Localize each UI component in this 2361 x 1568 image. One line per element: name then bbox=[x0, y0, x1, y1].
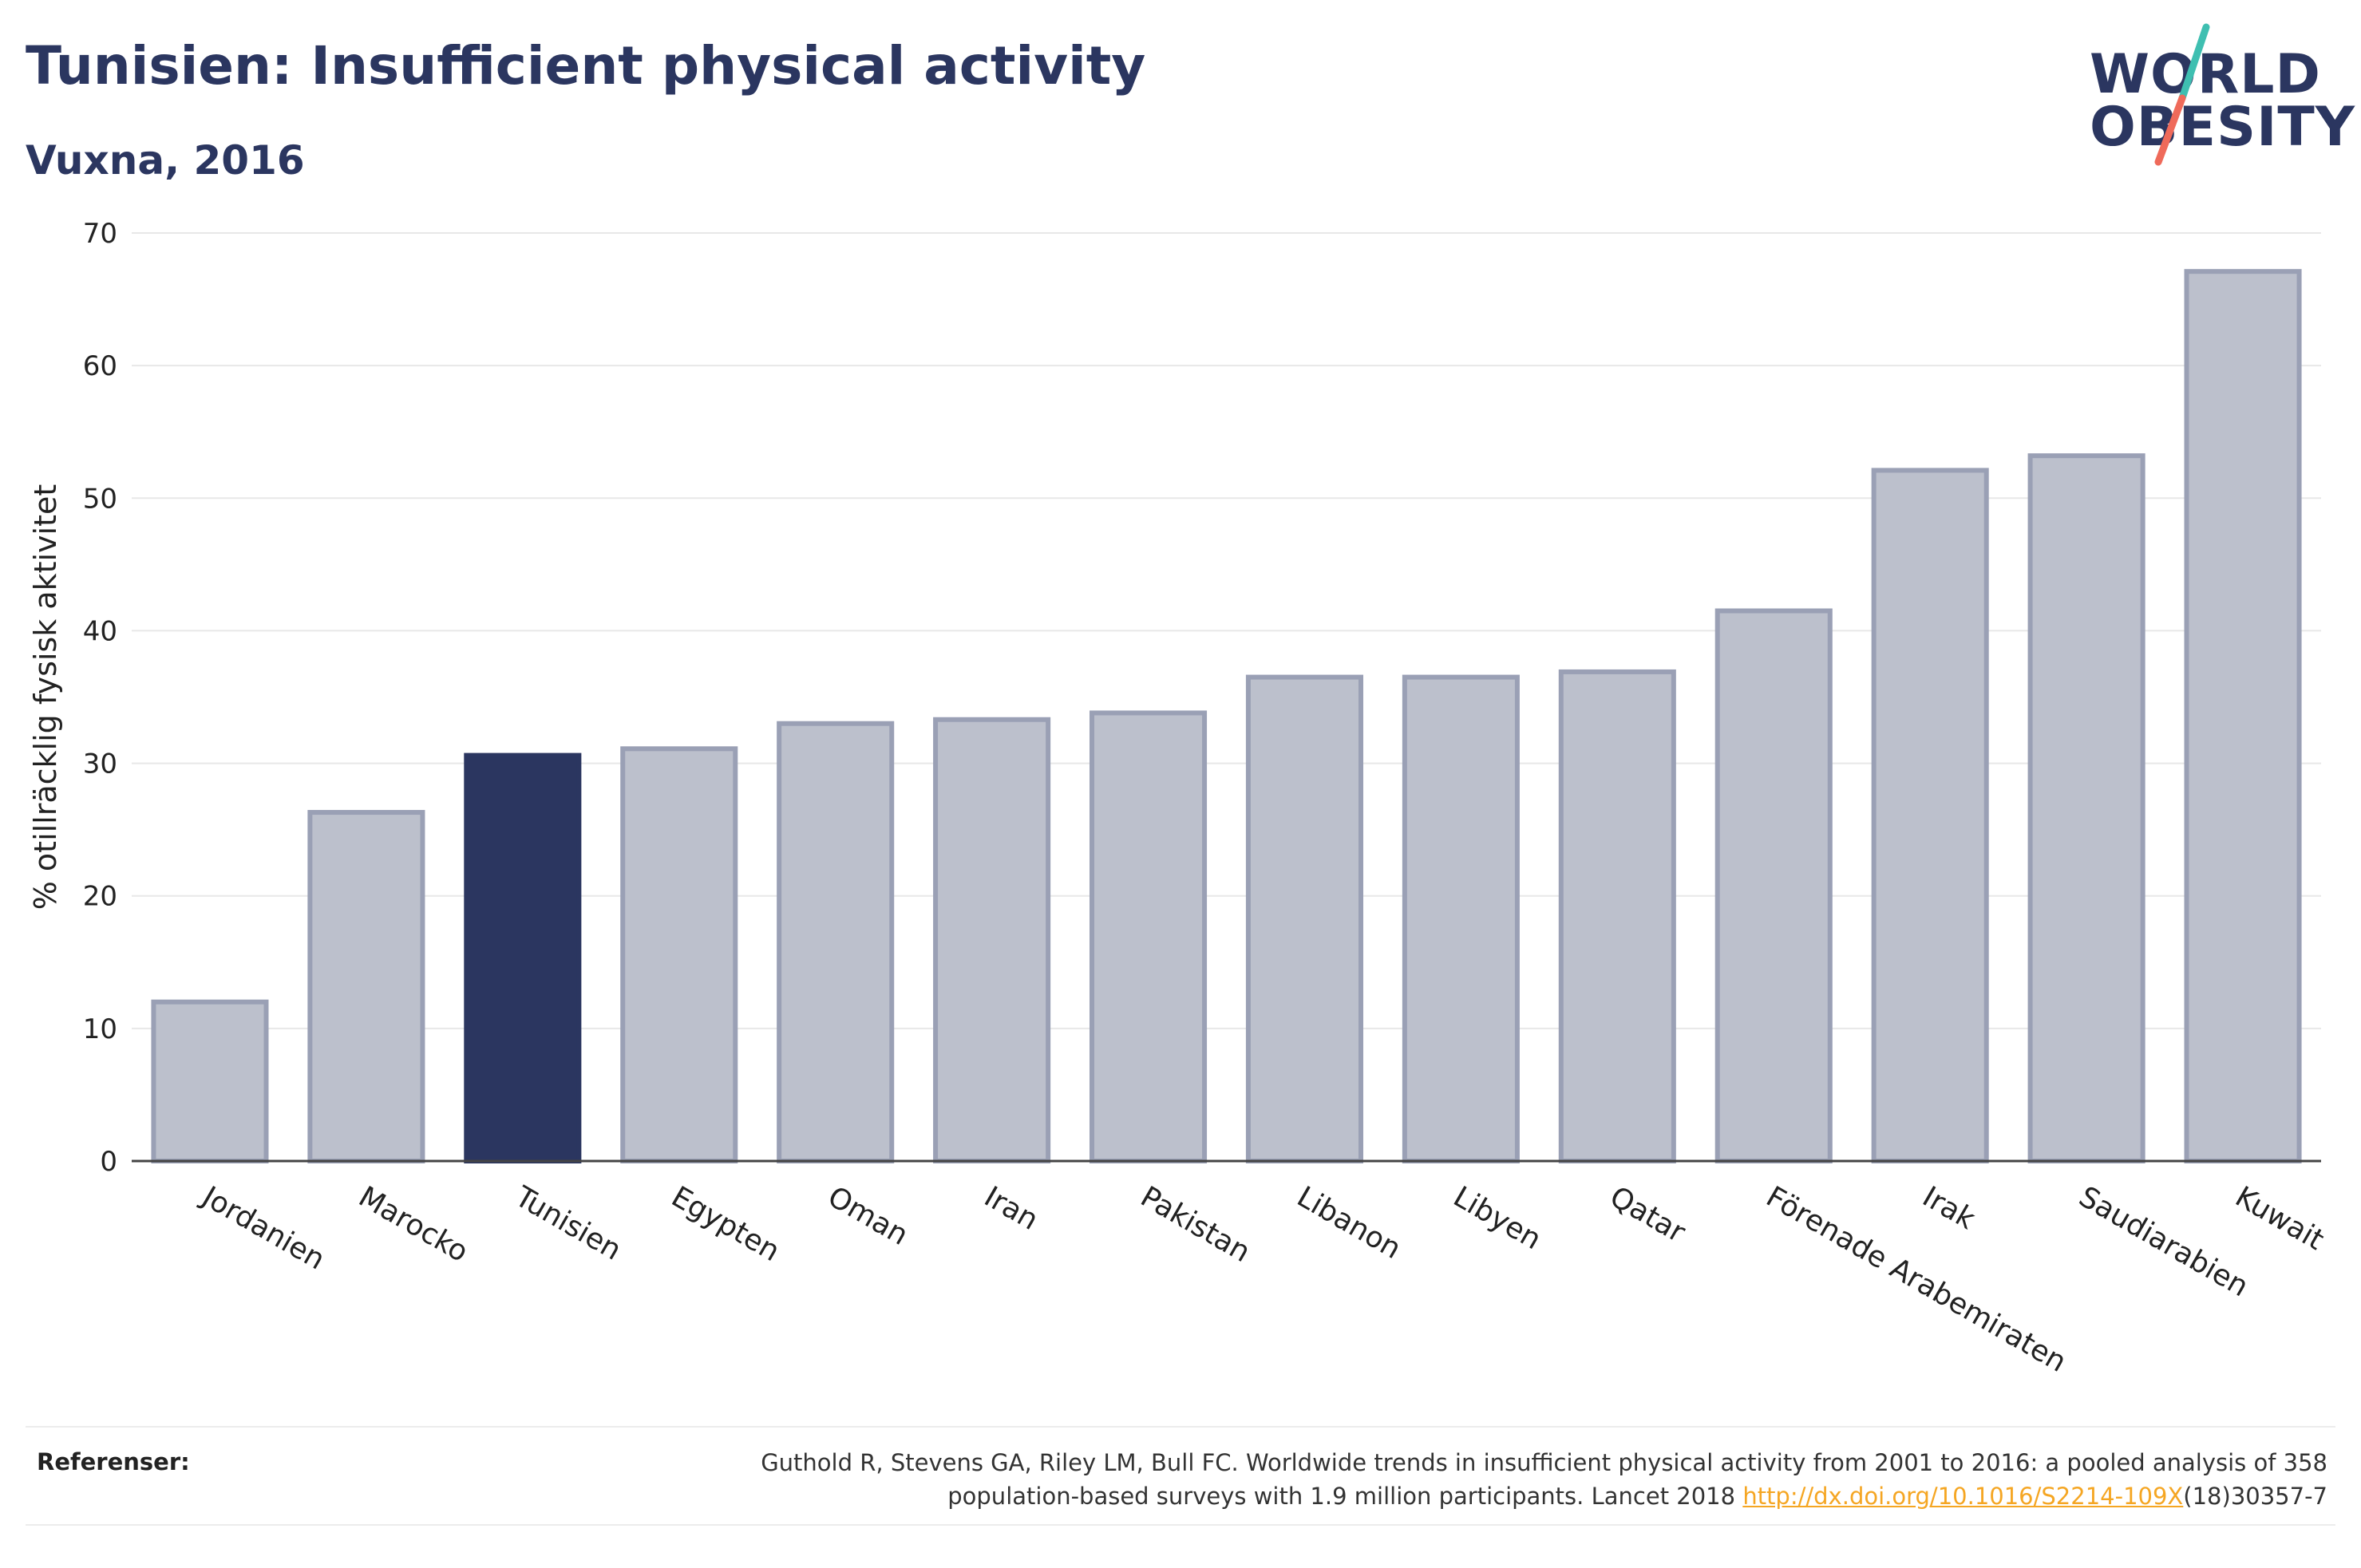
chart-subtitle: Vuxna, 2016 bbox=[26, 137, 305, 184]
x-tick-label: Libanon bbox=[1291, 1180, 1406, 1266]
x-tick-label: Pakistan bbox=[1135, 1180, 1256, 1269]
bar bbox=[1090, 710, 1208, 1163]
gridlines bbox=[132, 232, 2321, 1029]
y-axis-title: % otillräcklig fysisk aktivitet bbox=[28, 484, 63, 910]
x-tick-label: Qatar bbox=[1604, 1180, 1691, 1249]
bar-chart: 0 10 20 30 40 50 60 70 Jordanien Marocko Tunisien… bbox=[28, 218, 2329, 1379]
bar bbox=[777, 721, 895, 1163]
footer-divider-top bbox=[26, 1426, 2335, 1428]
y-tick-label: 0 bbox=[100, 1146, 117, 1178]
logo-slash-icon bbox=[2154, 23, 2210, 166]
x-tick-label: Kuwait bbox=[2230, 1180, 2330, 1257]
bar bbox=[1871, 468, 1989, 1164]
doi-link[interactable]: http://dx.doi.org/10.1016/S2214-109X bbox=[1742, 1483, 2184, 1510]
x-tick-label: Jordanien bbox=[196, 1179, 330, 1276]
bar bbox=[1402, 674, 1520, 1163]
chart-title: Tunisien: Insufficient physical activity bbox=[26, 35, 1146, 97]
bar bbox=[933, 717, 1051, 1163]
bar bbox=[1714, 608, 1833, 1163]
x-tick-label: Tunisien bbox=[508, 1180, 627, 1267]
reference-line-2-end: (18)30357-7 bbox=[2183, 1483, 2327, 1510]
x-axis-ticks: Jordanien Marocko Tunisien Egypten Oman Iran P… bbox=[196, 1179, 2329, 1379]
reference-line-2: population-based surveys with 1.9 millio… bbox=[947, 1483, 1743, 1510]
reference-line-1: Guthold R, Stevens GA, Riley LM, Bull FC… bbox=[761, 1449, 2327, 1476]
bar bbox=[464, 752, 582, 1163]
y-tick-label: 30 bbox=[83, 748, 117, 780]
bar bbox=[1245, 674, 1363, 1163]
y-tick-label: 70 bbox=[83, 218, 117, 250]
bar bbox=[2027, 453, 2145, 1163]
y-tick-label: 60 bbox=[83, 350, 117, 382]
bar bbox=[1558, 669, 1676, 1163]
x-tick-label: Oman bbox=[822, 1180, 913, 1252]
bar bbox=[620, 746, 738, 1163]
y-tick-label: 10 bbox=[83, 1013, 117, 1045]
x-tick-label: Egypten bbox=[666, 1180, 785, 1268]
bar bbox=[2184, 269, 2302, 1164]
logo-line-2: OBESITY bbox=[2090, 96, 2355, 159]
bar bbox=[151, 999, 269, 1164]
y-tick-label: 20 bbox=[83, 881, 117, 913]
y-axis-ticks: 0 10 20 30 40 50 60 70 bbox=[83, 218, 117, 1178]
bar bbox=[307, 810, 425, 1164]
footer-divider-bottom bbox=[26, 1524, 2335, 1526]
x-tick-label: Irak bbox=[1917, 1180, 1981, 1236]
references-label: Referenser: bbox=[37, 1448, 190, 1475]
x-tick-label: Iran bbox=[979, 1180, 1043, 1237]
bars bbox=[151, 269, 2302, 1164]
y-tick-label: 50 bbox=[83, 483, 117, 515]
y-tick-label: 40 bbox=[83, 615, 117, 647]
logo-line-1: WORLD bbox=[2090, 43, 2321, 106]
x-tick-label: Libyen bbox=[1448, 1180, 1547, 1256]
references-text: Guthold R, Stevens GA, Riley LM, Bull FC… bbox=[492, 1446, 2327, 1513]
world-obesity-logo: WORLD OBESITY bbox=[2083, 22, 2355, 174]
x-tick-label: Förenade Arabemiraten bbox=[1761, 1180, 2072, 1379]
x-tick-label: Marocko bbox=[353, 1180, 473, 1269]
x-tick-label: Saudiarabien bbox=[2074, 1180, 2254, 1303]
